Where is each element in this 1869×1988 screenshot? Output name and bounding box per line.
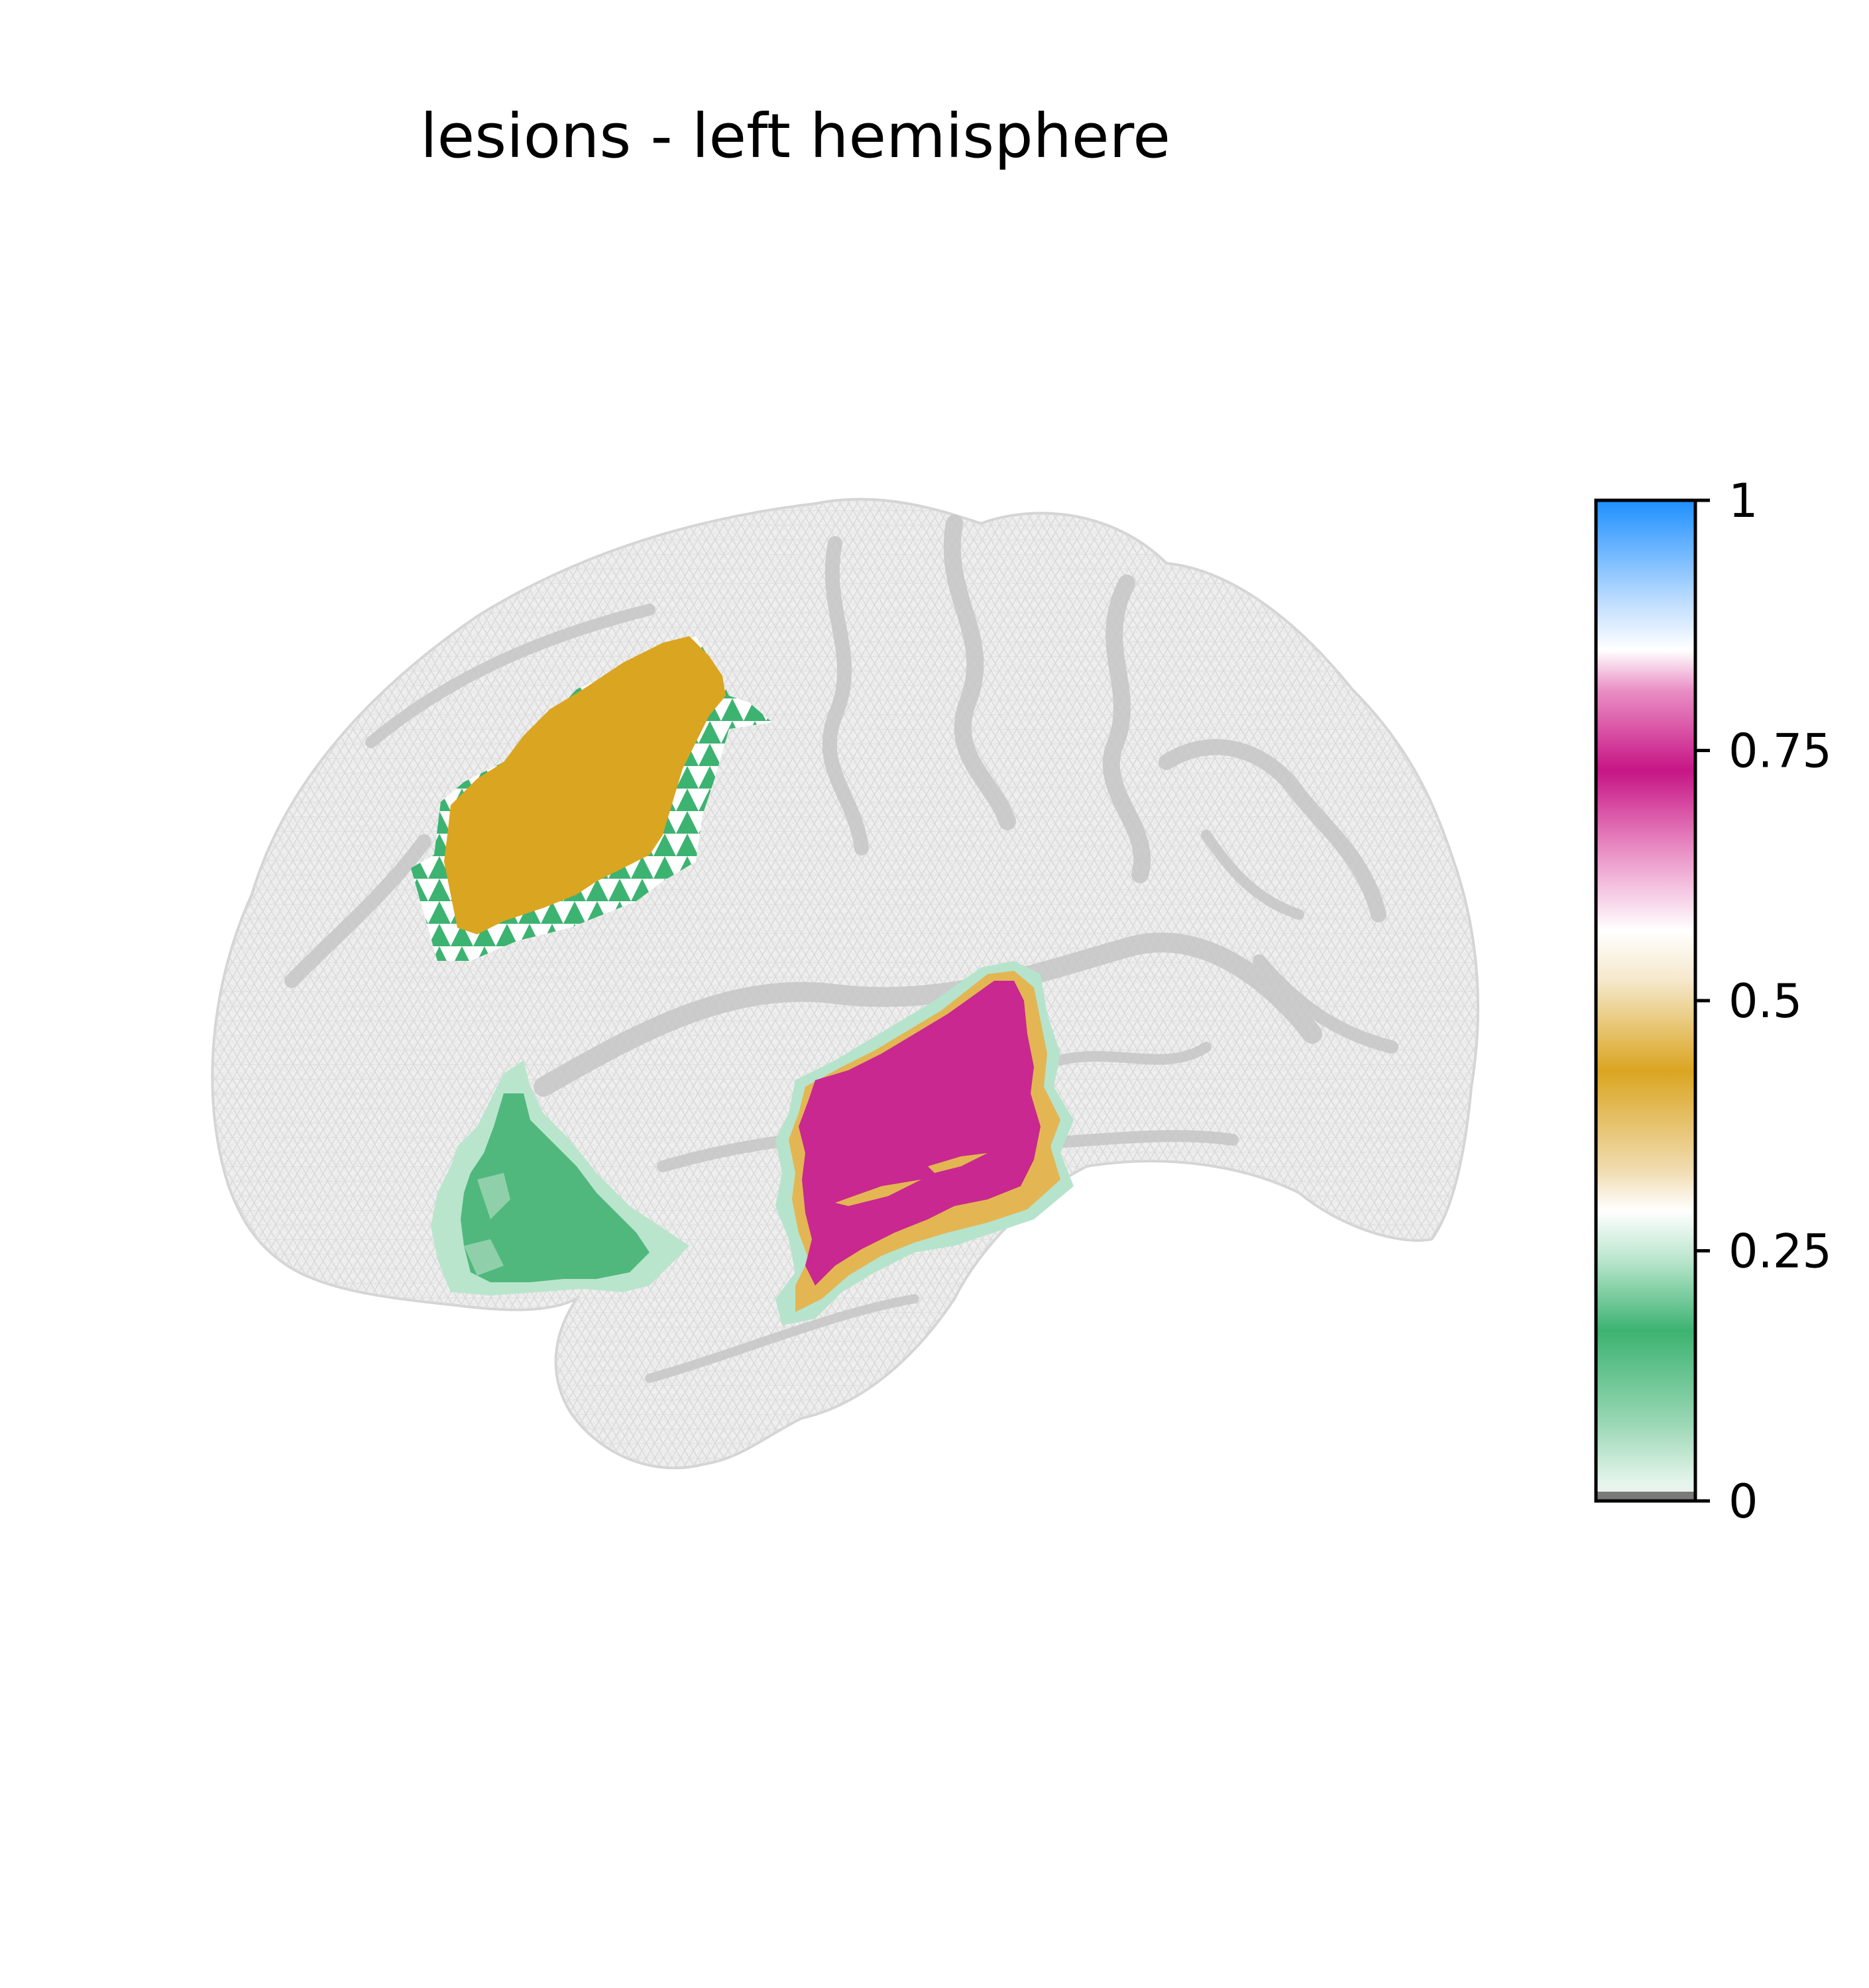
temporal-pole-lesion-fill <box>461 1093 650 1282</box>
frontal-lesion-fill <box>444 636 726 934</box>
temporal-pole-lesion <box>431 1060 689 1296</box>
colorbar-gradient <box>1596 500 1695 1501</box>
colorbar-under-band <box>1596 1492 1695 1501</box>
colorbar-tick-label: 0.5 <box>1728 974 1802 1028</box>
colorbar-tick-label: 0 <box>1728 1474 1758 1529</box>
temporal-lesion-fill <box>799 981 1041 1286</box>
colorbar-ticks: 1 0.75 0.5 0.25 0 <box>1695 474 1832 1529</box>
frontal-lesion <box>411 636 772 961</box>
colorbar-tick-label: 0.75 <box>1728 724 1832 779</box>
colorbar-tick-label: 1 <box>1728 474 1758 528</box>
figure-title: lesions - left hemisphere <box>420 101 1170 172</box>
temporal-lesion <box>775 961 1074 1325</box>
colorbar-tick-label: 0.25 <box>1728 1225 1832 1279</box>
temporal-lesion-slit-1 <box>835 1180 921 1206</box>
temporal-lesion-slit-2 <box>928 1153 988 1173</box>
